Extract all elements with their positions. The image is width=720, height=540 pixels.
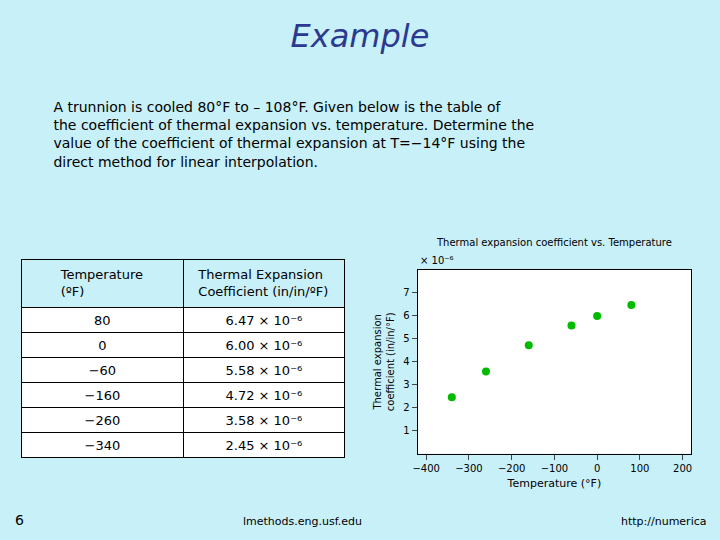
svg-text:0: 0 [594, 463, 600, 474]
svg-text:0: 0 [98, 338, 106, 353]
svg-text:80: 80 [94, 313, 111, 328]
svg-text:−200: −200 [498, 463, 525, 474]
svg-text:A trunnion is cooled 80°F to –: A trunnion is cooled 80°F to – 108°F. Gi… [49, 99, 534, 170]
svg-text:lmethods.eng.usf.edu: lmethods.eng.usf.edu [243, 515, 362, 528]
svg-text:−260: −260 [84, 413, 120, 428]
svg-text:6: 6 [403, 310, 409, 321]
svg-text:−340: −340 [84, 438, 120, 453]
svg-text:−400: −400 [412, 463, 439, 474]
svg-text:7: 7 [403, 287, 409, 298]
svg-text:Temperature(ºF): Temperature(ºF) [60, 267, 143, 299]
svg-text:Thermal expansion coefficient: Thermal expansion coefficient vs. Temper… [436, 237, 672, 248]
svg-text:Example: Example [291, 17, 430, 55]
svg-text:2: 2 [403, 402, 409, 413]
svg-text:2.45 × 10⁻⁶: 2.45 × 10⁻⁶ [225, 438, 302, 453]
svg-text:5: 5 [403, 333, 409, 344]
svg-text:100: 100 [630, 463, 649, 474]
svg-text:1: 1 [403, 425, 409, 436]
svg-text:3.58 × 10⁻⁶: 3.58 × 10⁻⁶ [225, 413, 302, 428]
svg-text:6: 6 [15, 512, 24, 528]
svg-text:−60: −60 [89, 363, 116, 378]
svg-text:200: 200 [673, 463, 692, 474]
svg-text:−100: −100 [541, 463, 568, 474]
svg-text:Thermal ExpansionCoefficient (: Thermal ExpansionCoefficient (in/in/ºF) [197, 267, 328, 299]
svg-text:http://numerica: http://numerica [621, 515, 707, 528]
svg-text:−160: −160 [84, 388, 120, 403]
svg-text:6.00 × 10⁻⁶: 6.00 × 10⁻⁶ [225, 338, 302, 353]
svg-text:−300: −300 [455, 463, 482, 474]
svg-text:4: 4 [403, 356, 409, 367]
svg-text:6.47 × 10⁻⁶: 6.47 × 10⁻⁶ [225, 313, 302, 328]
svg-text:× 10⁻⁶: × 10⁻⁶ [420, 255, 454, 266]
svg-text:Thermal expansioncoefficient (: Thermal expansioncoefficient (in/in/°F) [372, 312, 396, 411]
svg-text:4.72 × 10⁻⁶: 4.72 × 10⁻⁶ [225, 388, 302, 403]
svg-text:3: 3 [403, 379, 409, 390]
svg-text:Temperature (°F): Temperature (°F) [507, 477, 602, 490]
svg-text:5.58 × 10⁻⁶: 5.58 × 10⁻⁶ [225, 363, 302, 378]
